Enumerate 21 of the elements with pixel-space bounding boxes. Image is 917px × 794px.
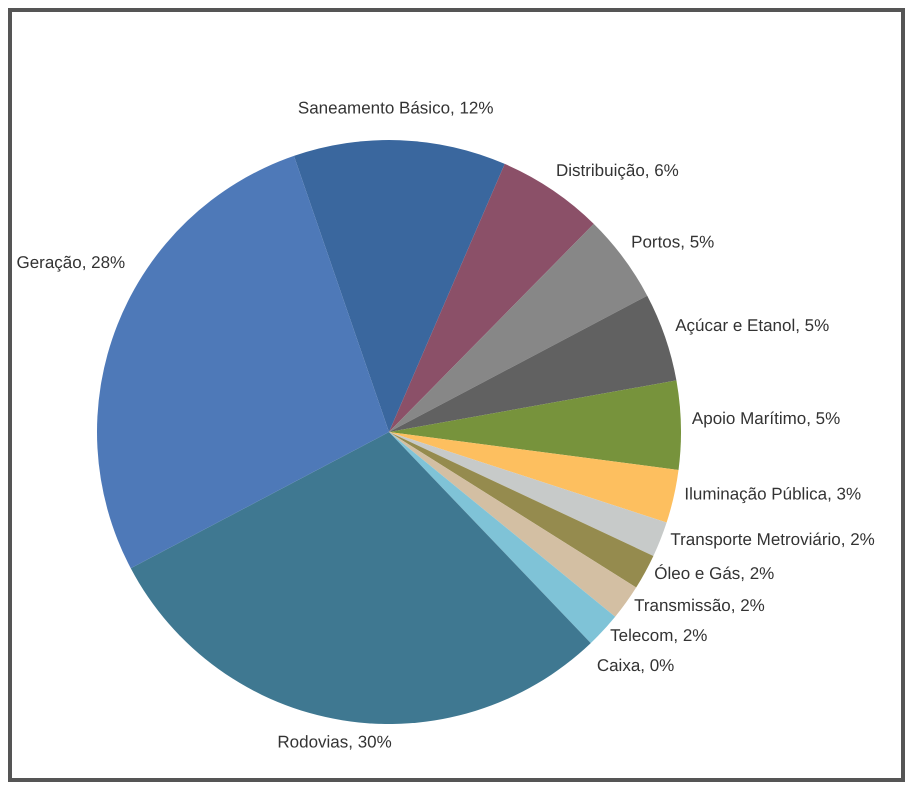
pie-slice	[389, 296, 676, 432]
slice-label: Distribuição, 6%	[556, 160, 679, 180]
slice-label: Portos, 5%	[631, 232, 714, 252]
category-label: Caixa, 0%	[596, 656, 674, 676]
pie-slice	[294, 140, 505, 432]
slice-label: Transmissão, 2%	[634, 596, 765, 616]
pie-slice	[389, 432, 654, 588]
slice-label: Óleo e Gás, 2%	[654, 564, 774, 584]
pie-slice	[130, 432, 591, 724]
slice-label: Rodovias, 30%	[277, 732, 392, 752]
slice-label: Telecom, 2%	[610, 626, 708, 646]
slice-label: Apoio Marítimo, 5%	[692, 409, 840, 428]
slice-label: Transporte Metroviário, 2%	[670, 530, 875, 549]
slice-label: Saneamento Básico, 12%	[298, 98, 494, 118]
pie-slice	[389, 432, 667, 556]
pie-slice	[389, 380, 681, 470]
slice-label: Geração, 28%	[16, 252, 126, 272]
pie-slice	[389, 432, 679, 523]
pie-slice	[389, 432, 636, 617]
slice-label: Iluminação Pública, 3%	[684, 484, 862, 504]
slice-label: Açúcar e Etanol, 5%	[675, 316, 830, 336]
